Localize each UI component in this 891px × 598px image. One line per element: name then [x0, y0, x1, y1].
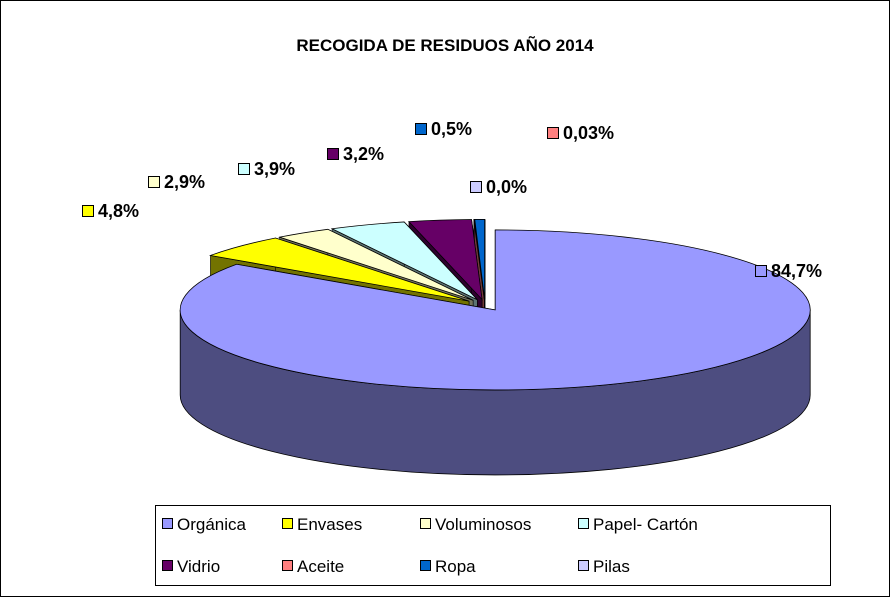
legend-label: Aceite: [297, 557, 344, 576]
slice: [179, 229, 811, 391]
slice: [208, 237, 470, 302]
data-label: 3,2%: [343, 144, 384, 164]
label-key: [238, 163, 250, 175]
legend-swatch: [420, 560, 431, 571]
data-label: 0,0%: [486, 177, 527, 197]
legend-label: Papel- Cartón: [593, 515, 698, 534]
legend-label: Pilas: [593, 557, 630, 576]
legend-swatch: [420, 518, 431, 529]
label-key: [755, 265, 767, 277]
slice: [473, 219, 485, 300]
legend-label: Orgánica: [177, 515, 247, 534]
label-key: [148, 176, 160, 188]
slice: [330, 221, 478, 301]
legend-label: Ropa: [435, 557, 476, 576]
data-label: 3,9%: [254, 159, 295, 179]
legend-swatch: [162, 560, 173, 571]
slice: [408, 219, 483, 301]
label-key: [470, 181, 482, 193]
legend-swatch: [282, 518, 293, 529]
legend-label: Voluminosos: [435, 515, 531, 534]
legend-label: Envases: [297, 515, 362, 534]
data-label: 2,9%: [164, 172, 205, 192]
legend-swatch: [282, 560, 293, 571]
chart-title: RECOGIDA DE RESIDUOS AÑO 2014: [296, 35, 594, 55]
data-label: 84,7%: [771, 261, 822, 281]
label-key: [547, 127, 559, 139]
legend-label: Vidrio: [177, 557, 220, 576]
data-label: 4,8%: [98, 201, 139, 221]
legend-swatch: [578, 560, 589, 571]
data-label: 0,03%: [563, 123, 614, 143]
label-key: [82, 205, 94, 217]
slice: [278, 228, 474, 301]
legend-swatch: [162, 518, 173, 529]
legend-box: [155, 505, 831, 586]
label-key: [415, 123, 427, 135]
legend-swatch: [578, 518, 589, 529]
data-label: 0,5%: [431, 119, 472, 139]
label-key: [327, 148, 339, 160]
